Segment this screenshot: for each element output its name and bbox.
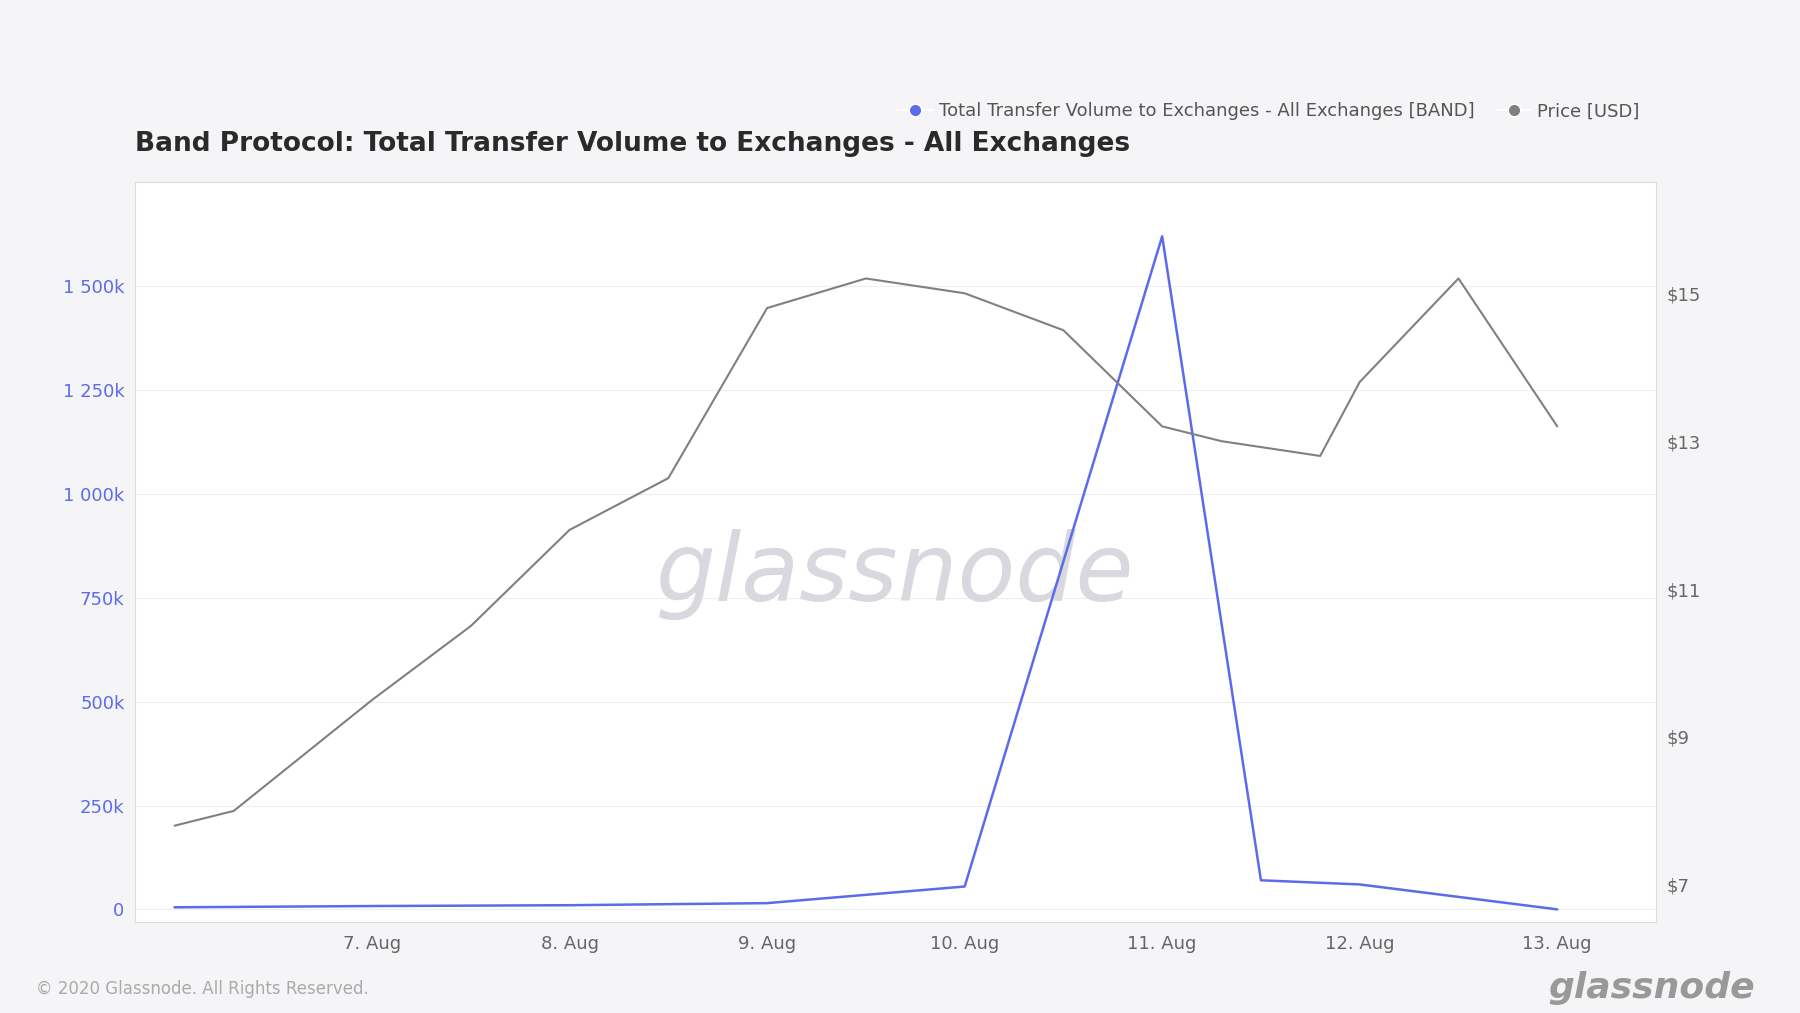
Text: glassnode: glassnode	[657, 529, 1134, 620]
Text: © 2020 Glassnode. All Rights Reserved.: © 2020 Glassnode. All Rights Reserved.	[36, 980, 369, 998]
Text: Band Protocol: Total Transfer Volume to Exchanges - All Exchanges: Band Protocol: Total Transfer Volume to …	[135, 131, 1130, 157]
Legend: Total Transfer Volume to Exchanges - All Exchanges [BAND], Price [USD]: Total Transfer Volume to Exchanges - All…	[889, 95, 1647, 128]
Text: glassnode: glassnode	[1548, 970, 1755, 1005]
